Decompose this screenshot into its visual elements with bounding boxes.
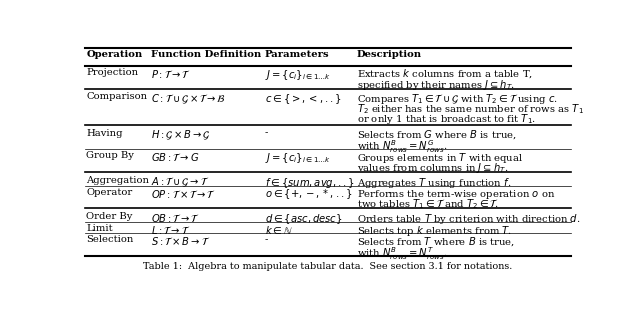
Text: values from columns in $J \subseteq h_T$.: values from columns in $J \subseteq h_T$… — [356, 162, 508, 175]
Text: Compares $T_1 \in \mathcal{T} \cup \mathcal{G}$ with $T_2 \in \mathcal{T}$ using: Compares $T_1 \in \mathcal{T} \cup \math… — [356, 92, 557, 106]
Text: $T_2$ either has the same number of rows as $T_1$: $T_2$ either has the same number of rows… — [356, 102, 584, 116]
Text: with $N^B_{rows} = N^G_{rows}$.: with $N^B_{rows} = N^G_{rows}$. — [356, 139, 447, 155]
Text: Description: Description — [356, 50, 422, 59]
Text: Function Definition: Function Definition — [151, 50, 261, 59]
Text: $f \in \{sum, avg, ..\}$: $f \in \{sum, avg, ..\}$ — [265, 176, 355, 190]
Text: Performs the term-wise operation $o$ on: Performs the term-wise operation $o$ on — [356, 188, 555, 201]
Text: -: - — [265, 235, 268, 244]
Text: $P:\mathcal{T} \rightarrow \mathcal{T}$: $P:\mathcal{T} \rightarrow \mathcal{T}$ — [151, 68, 191, 80]
Text: $J = \{c_i\}_{i\in 1\ldots k}$: $J = \{c_i\}_{i\in 1\ldots k}$ — [265, 68, 331, 82]
Text: $k \in \mathbb{N}$: $k \in \mathbb{N}$ — [265, 224, 293, 236]
Text: Projection: Projection — [86, 68, 139, 77]
Text: $H:\mathcal{G} \times B \rightarrow \mathcal{G}$: $H:\mathcal{G} \times B \rightarrow \mat… — [151, 129, 211, 142]
Text: Operator: Operator — [86, 188, 132, 197]
Text: $A:\mathcal{T} \cup \mathcal{G} \rightarrow \mathcal{T}$: $A:\mathcal{T} \cup \mathcal{G} \rightar… — [151, 176, 209, 189]
Text: $OP:\mathcal{T} \times \mathcal{T} \rightarrow \mathcal{T}$: $OP:\mathcal{T} \times \mathcal{T} \righ… — [151, 188, 216, 200]
Text: $C:\mathcal{T} \cup \mathcal{G} \times \mathcal{T} \rightarrow \mathcal{B}$: $C:\mathcal{T} \cup \mathcal{G} \times \… — [151, 92, 226, 106]
Text: Parameters: Parameters — [265, 50, 330, 59]
Text: $o \in \{+, -, *, ..\}$: $o \in \{+, -, *, ..\}$ — [265, 188, 353, 201]
Text: $GB:\mathcal{T} \rightarrow G$: $GB:\mathcal{T} \rightarrow G$ — [151, 152, 200, 163]
Text: $c \in \{>, <, ..\}$: $c \in \{>, <, ..\}$ — [265, 92, 342, 106]
Text: two tables $T_1 \in \mathcal{T}$ and $T_2 \in \mathcal{T}$.: two tables $T_1 \in \mathcal{T}$ and $T_… — [356, 198, 499, 211]
Text: Selects top $k$ elements from $T$.: Selects top $k$ elements from $T$. — [356, 224, 512, 238]
Text: $L:\mathcal{T} \rightarrow \mathcal{T}$: $L:\mathcal{T} \rightarrow \mathcal{T}$ — [151, 224, 191, 236]
Text: $OB:\mathcal{T} \rightarrow \mathcal{T}$: $OB:\mathcal{T} \rightarrow \mathcal{T}$ — [151, 212, 200, 224]
Text: $S:\mathcal{T} \times B \rightarrow \mathcal{T}$: $S:\mathcal{T} \times B \rightarrow \mat… — [151, 235, 211, 247]
Text: Comparison: Comparison — [86, 92, 148, 101]
Text: Order By: Order By — [86, 212, 133, 221]
Text: with $N^B_{rows} = N^T_{rows}$.: with $N^B_{rows} = N^T_{rows}$. — [356, 245, 447, 262]
Text: Limit: Limit — [86, 224, 113, 233]
Text: -: - — [265, 129, 268, 138]
Text: $J = \{c_i\}_{i\in 1\ldots k}$: $J = \{c_i\}_{i\in 1\ldots k}$ — [265, 152, 331, 165]
Text: Having: Having — [86, 129, 123, 138]
Text: Orders table $T$ by criterion with direction $d$.: Orders table $T$ by criterion with direc… — [356, 212, 580, 226]
Text: Groups elements in $T$ with equal: Groups elements in $T$ with equal — [356, 152, 523, 165]
Text: Aggregation: Aggregation — [86, 176, 150, 185]
Text: Group By: Group By — [86, 152, 134, 160]
Text: Operation: Operation — [86, 50, 143, 59]
Text: Table 1:  Algebra to manipulate tabular data.  See section 3.1 for notations.: Table 1: Algebra to manipulate tabular d… — [143, 262, 513, 271]
Text: $d \in \{asc, desc\}$: $d \in \{asc, desc\}$ — [265, 212, 342, 226]
Text: Selection: Selection — [86, 235, 134, 244]
Text: specified by their names $J \subseteq h_T$.: specified by their names $J \subseteq h_… — [356, 78, 515, 92]
Text: Selects from $T$ where $B$ is true,: Selects from $T$ where $B$ is true, — [356, 235, 515, 248]
Text: Extracts $k$ columns from a table T,: Extracts $k$ columns from a table T, — [356, 68, 532, 80]
Text: or only 1 that is broadcast to fit $T_1$.: or only 1 that is broadcast to fit $T_1$… — [356, 112, 536, 127]
Text: Selects from $G$ where $B$ is true,: Selects from $G$ where $B$ is true, — [356, 129, 516, 141]
Text: Aggregates $T$ using function $f$.: Aggregates $T$ using function $f$. — [356, 176, 511, 190]
